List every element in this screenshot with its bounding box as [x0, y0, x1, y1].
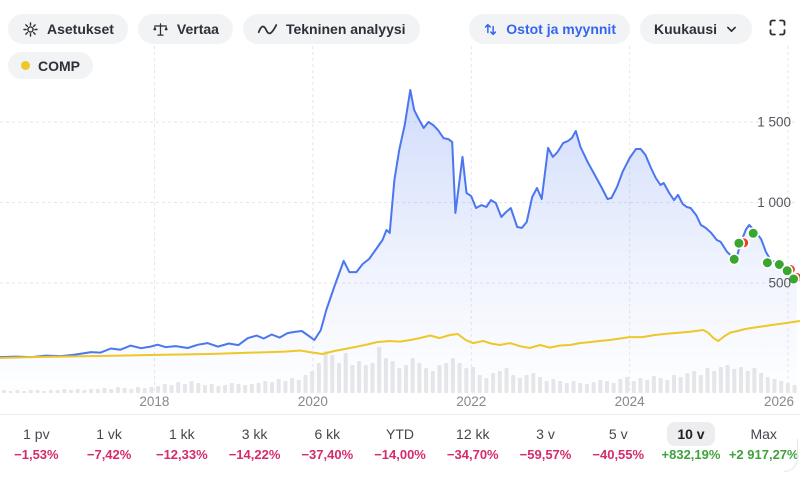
period-1-vk[interactable]: 1 vk −7,42%: [73, 415, 146, 477]
buy-marker[interactable]: [773, 258, 786, 271]
x-tick-label: 2018: [139, 394, 169, 409]
chart-toolbar-left: Asetukset Vertaa Tekninen analyysi: [8, 14, 420, 44]
period-10-v[interactable]: 10 v +832,19%: [655, 415, 728, 477]
x-tick-label: 2022: [456, 394, 486, 409]
period-label: 1 pv: [23, 426, 50, 442]
period-change: −34,70%: [446, 447, 499, 462]
period-label: 12 kk: [456, 426, 490, 442]
period-change: −40,55%: [592, 447, 645, 462]
price-line: [0, 89, 798, 359]
buy-marker[interactable]: [781, 264, 794, 277]
period-5-v[interactable]: 5 v −40,55%: [582, 415, 655, 477]
chart-canvas[interactable]: 1 500 1 000 500 2018 2020 2022 2024 2026: [0, 0, 800, 414]
comp-series-dot: [21, 61, 30, 70]
y-tick-label: 1 500: [757, 115, 791, 130]
period-change: −37,40%: [301, 447, 354, 462]
buy-marker[interactable]: [761, 256, 774, 269]
period-ytd[interactable]: YTD −14,00%: [364, 415, 437, 477]
period-change: −1,53%: [14, 447, 59, 462]
buys-and-sells-button[interactable]: Ostot ja myynnit: [469, 14, 630, 44]
settings-button[interactable]: Asetukset: [8, 14, 128, 44]
x-tick-label: 2024: [615, 394, 646, 409]
period-change: +2 917,27%: [728, 447, 799, 462]
period-label: 6 kk: [314, 426, 341, 442]
chevron-down-icon: [725, 23, 738, 36]
period-label: 10 v: [667, 422, 715, 446]
legend-comp-chip[interactable]: COMP: [8, 52, 93, 79]
fullscreen-icon: [767, 17, 788, 41]
buy-marker[interactable]: [732, 237, 746, 250]
gear-icon: [22, 21, 39, 38]
interval-dropdown[interactable]: Kuukausi: [639, 14, 752, 44]
wave-line-icon: [257, 21, 278, 37]
period-change: +832,19%: [661, 447, 721, 462]
period-change: −7,42%: [86, 447, 132, 462]
price-chart: 1 500 1 000 500 2018 2020 2022 2024 2026 Asetuk…: [0, 0, 800, 414]
interval-label: Kuukausi: [653, 21, 717, 37]
buy-marker[interactable]: [787, 272, 800, 286]
period-change: −59,57%: [519, 447, 572, 462]
chart-toolbar-right: Ostot ja myynnit Kuukausi: [469, 14, 792, 44]
period-1-pv[interactable]: 1 pv −1,53%: [0, 415, 73, 477]
period-label: YTD: [386, 426, 415, 442]
price-area-fill: [0, 90, 797, 398]
x-tick-label: 2020: [298, 394, 328, 409]
period-label: 1 kk: [168, 426, 195, 442]
buys-and-sells-label: Ostot ja myynnit: [506, 21, 616, 37]
period-label: 5 v: [608, 426, 628, 442]
period-3-kk[interactable]: 3 kk −14,22%: [218, 415, 291, 477]
period-label: 3 v: [536, 426, 555, 442]
technical-analysis-label: Tekninen analyysi: [285, 21, 406, 37]
period-6-kk[interactable]: 6 kk −37,40%: [291, 415, 364, 477]
period-1-kk[interactable]: 1 kk −12,33%: [145, 415, 218, 477]
period-max[interactable]: Max +2 917,27%: [727, 415, 800, 477]
period-3-v[interactable]: 3 v −59,57%: [509, 415, 582, 477]
period-label: Max: [750, 426, 777, 442]
trade-markers[interactable]: [728, 227, 800, 286]
period-label: 1 vk: [96, 426, 122, 442]
up-down-arrows-icon: [483, 21, 498, 38]
fullscreen-button[interactable]: [762, 14, 792, 44]
legend: COMP: [8, 52, 93, 79]
period-change: −12,33%: [155, 447, 208, 462]
period-label: 3 kk: [241, 426, 268, 442]
y-tick-label: 1 000: [757, 195, 791, 210]
scales-icon: [152, 21, 169, 38]
buy-marker[interactable]: [747, 227, 760, 240]
buy-marker[interactable]: [728, 253, 741, 266]
period-change: −14,00%: [374, 447, 426, 462]
technical-analysis-button[interactable]: Tekninen analyysi: [242, 14, 420, 44]
x-tick-label: 2026: [764, 394, 794, 409]
comp-series-label: COMP: [38, 57, 80, 74]
period-change: −14,22%: [228, 447, 281, 462]
y-tick-label: 500: [768, 276, 791, 291]
period-selector: 1 pv −1,53% 1 vk −7,42% 1 kk −12,33% 3 kk −14,2…: [0, 414, 800, 477]
settings-label: Asetukset: [47, 21, 114, 37]
compare-label: Vertaa: [176, 21, 219, 37]
compare-button[interactable]: Vertaa: [137, 14, 233, 44]
comp-index-line: [0, 320, 800, 359]
period-12-kk[interactable]: 12 kk −34,70%: [436, 415, 509, 477]
